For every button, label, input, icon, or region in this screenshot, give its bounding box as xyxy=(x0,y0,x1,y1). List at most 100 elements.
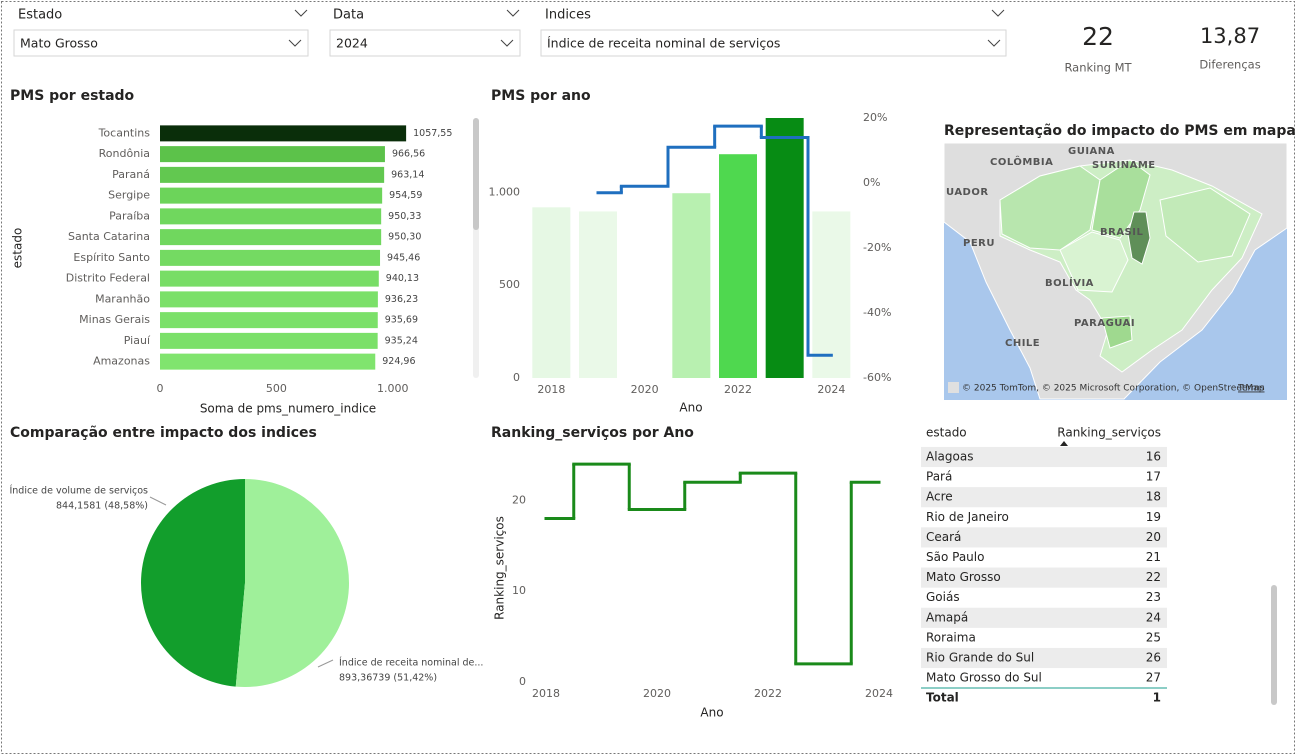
cell: 19 xyxy=(1146,510,1161,524)
data-label: 954,59 xyxy=(389,190,422,201)
map-label: BRASIL xyxy=(1100,227,1143,238)
column-header[interactable]: estado xyxy=(926,426,967,440)
slicer-value: 2024 xyxy=(336,36,368,51)
cell: 25 xyxy=(1146,630,1161,644)
cell: Amapá xyxy=(926,610,968,624)
state xyxy=(1091,159,1151,239)
cell: Mato Grosso xyxy=(926,570,1001,584)
bar[interactable] xyxy=(160,312,378,329)
y-tick-label: 0 xyxy=(513,371,520,384)
card-label: Diferenças xyxy=(1199,58,1260,72)
pie-slice[interactable] xyxy=(235,479,350,687)
chevron[interactable] xyxy=(294,9,308,17)
cell: Goiás xyxy=(926,590,960,604)
y2-tick-label: 20% xyxy=(863,111,887,124)
x-axis-title: Ano xyxy=(679,401,702,415)
x-tick-label: 2022 xyxy=(754,687,782,700)
map-label: SURINAME xyxy=(1092,160,1156,171)
data-label: 963,14 xyxy=(391,169,424,180)
state xyxy=(1127,211,1151,265)
cell: 16 xyxy=(1146,450,1161,464)
chart-title: PMS por ano xyxy=(491,88,591,104)
x-tick-label: 2024 xyxy=(817,383,845,396)
slicer-header: Indices xyxy=(545,8,591,23)
y-tick-label: Maranhão xyxy=(95,292,150,305)
slice-value: 844,1581 (48,58%) xyxy=(56,501,148,512)
map-label: BOLÍVIA xyxy=(1045,276,1094,289)
bar[interactable] xyxy=(579,211,617,378)
bar[interactable] xyxy=(719,154,757,378)
bar[interactable] xyxy=(812,211,851,378)
card-value: 13,87 xyxy=(1200,24,1260,48)
pie-slice[interactable] xyxy=(141,479,245,687)
data-label: 950,33 xyxy=(388,211,421,222)
slice-label: Índice de volume de serviços xyxy=(9,485,148,497)
total-value: 1 xyxy=(1153,691,1161,705)
bar[interactable] xyxy=(160,187,383,204)
data-label: 945,46 xyxy=(387,252,420,263)
cell: Rio Grande do Sul xyxy=(926,651,1034,665)
bar[interactable] xyxy=(765,118,804,378)
chevron[interactable] xyxy=(500,39,514,47)
y-tick-label: Sergipe xyxy=(108,189,150,202)
cell: 26 xyxy=(1146,651,1161,665)
x-axis-title: Ano xyxy=(700,706,723,720)
chevron[interactable] xyxy=(991,9,1005,17)
x-tick-label: 500 xyxy=(266,382,287,395)
map[interactable] xyxy=(943,142,1288,400)
sort-arrow[interactable] xyxy=(1060,441,1068,446)
bar[interactable] xyxy=(160,208,382,225)
bar[interactable] xyxy=(160,249,381,266)
state xyxy=(1101,315,1133,349)
cell: 22 xyxy=(1146,570,1161,584)
map-label: CHILE xyxy=(1005,338,1040,349)
scrollbar-thumb[interactable] xyxy=(1271,585,1277,705)
row-band xyxy=(921,607,1167,628)
x-tick-label: 2024 xyxy=(865,687,893,700)
bar[interactable] xyxy=(532,207,571,378)
bar[interactable] xyxy=(160,270,379,287)
chevron[interactable] xyxy=(288,39,302,47)
bar[interactable] xyxy=(160,291,378,308)
bar[interactable] xyxy=(160,125,407,142)
bar[interactable] xyxy=(160,332,378,349)
scrollbar-thumb[interactable] xyxy=(473,118,479,230)
map-label: COLÔMBIA xyxy=(990,155,1053,168)
row-band xyxy=(921,647,1167,669)
y-tick-label: Amazonas xyxy=(93,355,150,368)
cell: 24 xyxy=(1146,610,1161,624)
column-header[interactable]: Ranking_serviços xyxy=(1057,426,1161,440)
chevron[interactable] xyxy=(987,39,1001,47)
bar[interactable] xyxy=(160,229,382,246)
x-tick-label: 2018 xyxy=(537,383,565,396)
x-tick-label: 1.000 xyxy=(377,382,409,395)
bar[interactable] xyxy=(672,193,711,378)
y2-tick-label: -40% xyxy=(863,306,891,319)
bar[interactable] xyxy=(160,166,385,183)
y-tick-label: 1.000 xyxy=(489,185,521,198)
data-label: 935,24 xyxy=(385,335,418,346)
y-tick-label: 20 xyxy=(512,493,526,506)
y-tick-label: Minas Gerais xyxy=(79,313,150,326)
y-tick-label: Piauí xyxy=(124,334,151,347)
dropdown[interactable] xyxy=(540,29,1007,57)
chart-title: PMS por estado xyxy=(10,88,135,104)
bar[interactable] xyxy=(160,353,376,370)
data-label: 940,13 xyxy=(386,273,419,284)
map-terms[interactable]: Terms xyxy=(1237,384,1265,394)
y-tick-label: 0 xyxy=(519,675,526,688)
cell: 18 xyxy=(1146,490,1161,504)
slice-label: Índice de receita nominal de... xyxy=(339,657,483,669)
dropdown[interactable] xyxy=(13,29,309,57)
y-tick-label: Distrito Federal xyxy=(66,272,150,285)
data-label: 1057,55 xyxy=(413,128,452,139)
y-tick-label: Paraná xyxy=(112,168,150,181)
bar[interactable] xyxy=(160,146,385,163)
y-tick-label: 10 xyxy=(512,584,526,597)
map-logo xyxy=(948,382,959,393)
chevron[interactable] xyxy=(506,9,520,17)
dropdown[interactable] xyxy=(329,29,521,57)
map-label: PARAGUAI xyxy=(1074,318,1135,329)
y-tick-label: Paraíba xyxy=(109,209,150,222)
